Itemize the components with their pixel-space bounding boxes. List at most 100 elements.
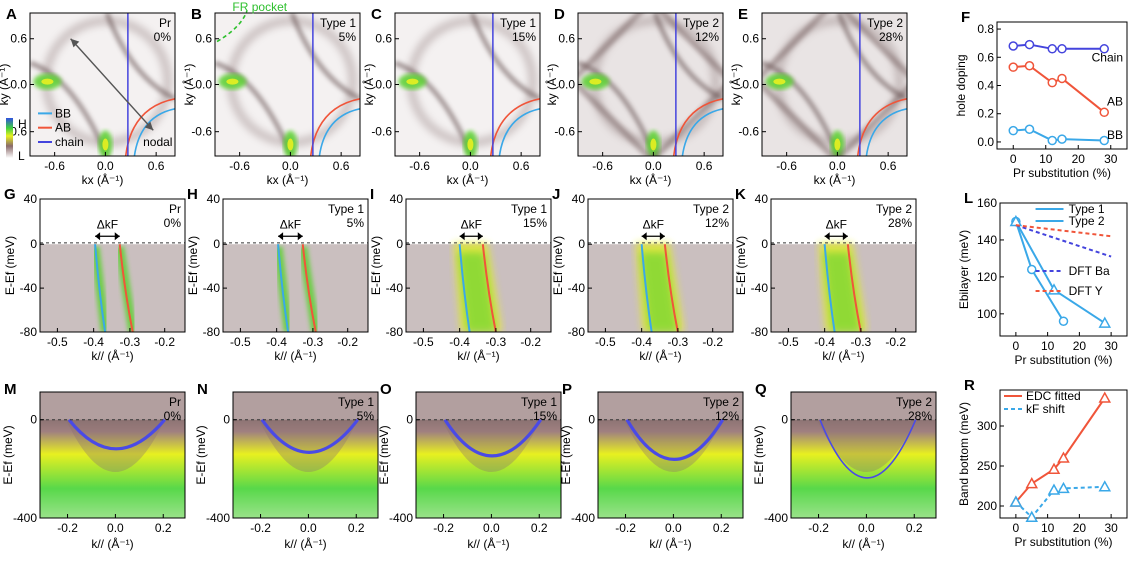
xtick-label: -0.5 — [47, 335, 68, 349]
ytick-label: -80 — [203, 325, 221, 339]
panel-letter: G — [4, 186, 16, 203]
legend-BB: BB — [1107, 128, 1123, 142]
xtick-label: 30 — [1104, 152, 1118, 166]
xtick-label: -0.3 — [120, 335, 141, 349]
frame — [597, 391, 744, 519]
spectral-fill — [40, 419, 185, 518]
xtick-label: 30 — [1104, 521, 1118, 535]
xtick-label: -0.4 — [83, 335, 104, 349]
fr-pocket-label: FR pocket — [232, 0, 287, 14]
spectral-fill — [416, 419, 561, 518]
ab-dispersion — [663, 244, 679, 332]
tag-percent: 5% — [339, 30, 357, 44]
legend-label-BB: BB — [55, 106, 71, 120]
ytick-label: 250 — [977, 459, 997, 473]
dk-label: ΔkF — [826, 217, 847, 231]
x-axis-label: k// (Å⁻¹) — [842, 536, 884, 551]
xtick-label: -0.6 — [592, 159, 613, 173]
bb-arc — [498, 108, 540, 156]
ytick-label: 40 — [755, 192, 769, 206]
tag-percent: 12% — [715, 409, 739, 423]
ytick-label: 0 — [761, 237, 768, 251]
legend-label-AB: AB — [55, 121, 71, 135]
ab-dispersion — [118, 244, 134, 332]
disp-panel-I: ΔkF Type 115% I 40 0 -40 -80 -0.5 -0.4 -0.3 -0.2 k/… — [369, 186, 552, 363]
chart-F: F 0 10 20 30 0.0 0.2 0.4 0.6 0.8 Pr substitution (… — [954, 9, 1128, 180]
plot-frame — [999, 202, 1128, 337]
x-axis-label: k// (Å⁻¹) — [457, 348, 499, 363]
fs-map — [578, 13, 723, 156]
ytick-label: 0 — [588, 413, 595, 427]
plot-frame — [999, 389, 1128, 519]
xtick-label: -0.2 — [808, 521, 829, 535]
dark-upper — [40, 392, 185, 473]
hot-core-bottom — [102, 138, 109, 151]
xtick-label: 0.6 — [148, 159, 165, 173]
xtick-label: 0.0 — [282, 159, 299, 173]
point-BB — [1057, 134, 1067, 144]
ytick-label: -0.6 — [191, 125, 212, 139]
legend-label-EDC fitted: EDC fitted — [1026, 389, 1081, 403]
arrow-head-1 — [70, 38, 80, 48]
colorbar-low: L — [18, 149, 25, 163]
point-AB — [1057, 73, 1067, 84]
dk-label: ΔkF — [97, 217, 118, 231]
ytick-label: 100 — [977, 307, 997, 321]
blue-band — [625, 418, 725, 461]
y-axis-label: Ebilayer (meV) — [957, 230, 971, 309]
point-AB — [1024, 60, 1035, 71]
fs-map — [215, 13, 360, 156]
ytick-label: 0.6 — [195, 32, 212, 46]
point-kF shift — [1057, 481, 1070, 494]
tag-type: Pr — [169, 202, 181, 216]
tag-type: Pr — [169, 395, 181, 409]
disp-map — [588, 199, 733, 332]
xtick-label: -0.4 — [814, 335, 835, 349]
ytick-label: 40 — [390, 192, 404, 206]
frame — [770, 198, 917, 333]
xtick-label: -0.2 — [250, 521, 271, 535]
fs-map — [762, 13, 907, 156]
xtick-label: -0.5 — [413, 335, 434, 349]
fs-panel-C: Type 115% C 0.6 0.0 -0.6 -0.6 0.0 0.6 kx (Å⁻¹) ky… — [361, 6, 541, 187]
xtick-label: -0.6 — [229, 159, 250, 173]
xtick-label: -0.4 — [449, 335, 470, 349]
xtick-label: -0.2 — [57, 521, 78, 535]
ytick-label: 0.8 — [977, 22, 994, 36]
point-AB — [1099, 107, 1109, 118]
panel-letter: O — [380, 381, 392, 398]
ytick-label: -40 — [20, 281, 38, 295]
panel-letter: E — [738, 6, 748, 23]
tag-type: Type 2 — [703, 395, 739, 409]
panel-letter: K — [735, 186, 746, 203]
tag-type: Type 2 — [683, 16, 719, 30]
xtick-label: 0.2 — [155, 521, 172, 535]
colorbar-gradient — [6, 118, 13, 158]
bottom-map — [416, 392, 561, 518]
legend-label-Type 1: Type 1 — [1069, 202, 1105, 216]
x-axis-label: kx (Å⁻¹) — [630, 172, 672, 187]
fs-panel-D: Type 212% D 0.6 0.0 -0.6 -0.6 0.0 0.6 kx (Å⁻¹) ky… — [544, 6, 724, 187]
frame — [232, 391, 379, 519]
ytick-label: 0 — [406, 413, 413, 427]
tag-type: Type 1 — [500, 16, 536, 30]
ytick-label: -80 — [751, 325, 769, 339]
tag-percent: 5% — [357, 409, 375, 423]
x-axis-label: k// (Å⁻¹) — [649, 536, 691, 551]
dk-head-l — [824, 232, 830, 241]
disp-map — [771, 199, 916, 332]
legend-label-kF shift: kF shift — [1026, 402, 1065, 416]
y-axis-label: ky (Å⁻¹) — [544, 64, 559, 106]
y-axis-label: E-Ef (meV) — [752, 425, 766, 484]
xtick-label: -0.6 — [776, 159, 797, 173]
point-kF shift — [1098, 480, 1112, 492]
dk-label: ΔkF — [643, 217, 664, 231]
panel-letter: M — [4, 381, 17, 398]
bb-arc — [318, 108, 360, 156]
ytick-label: 0 — [396, 237, 403, 251]
tag-percent: 0% — [154, 30, 172, 44]
xtick-label: 20 — [1072, 152, 1086, 166]
xtick-label: 0.6 — [696, 159, 713, 173]
panel-letter: L — [964, 190, 973, 207]
point-Chain — [1024, 39, 1035, 50]
